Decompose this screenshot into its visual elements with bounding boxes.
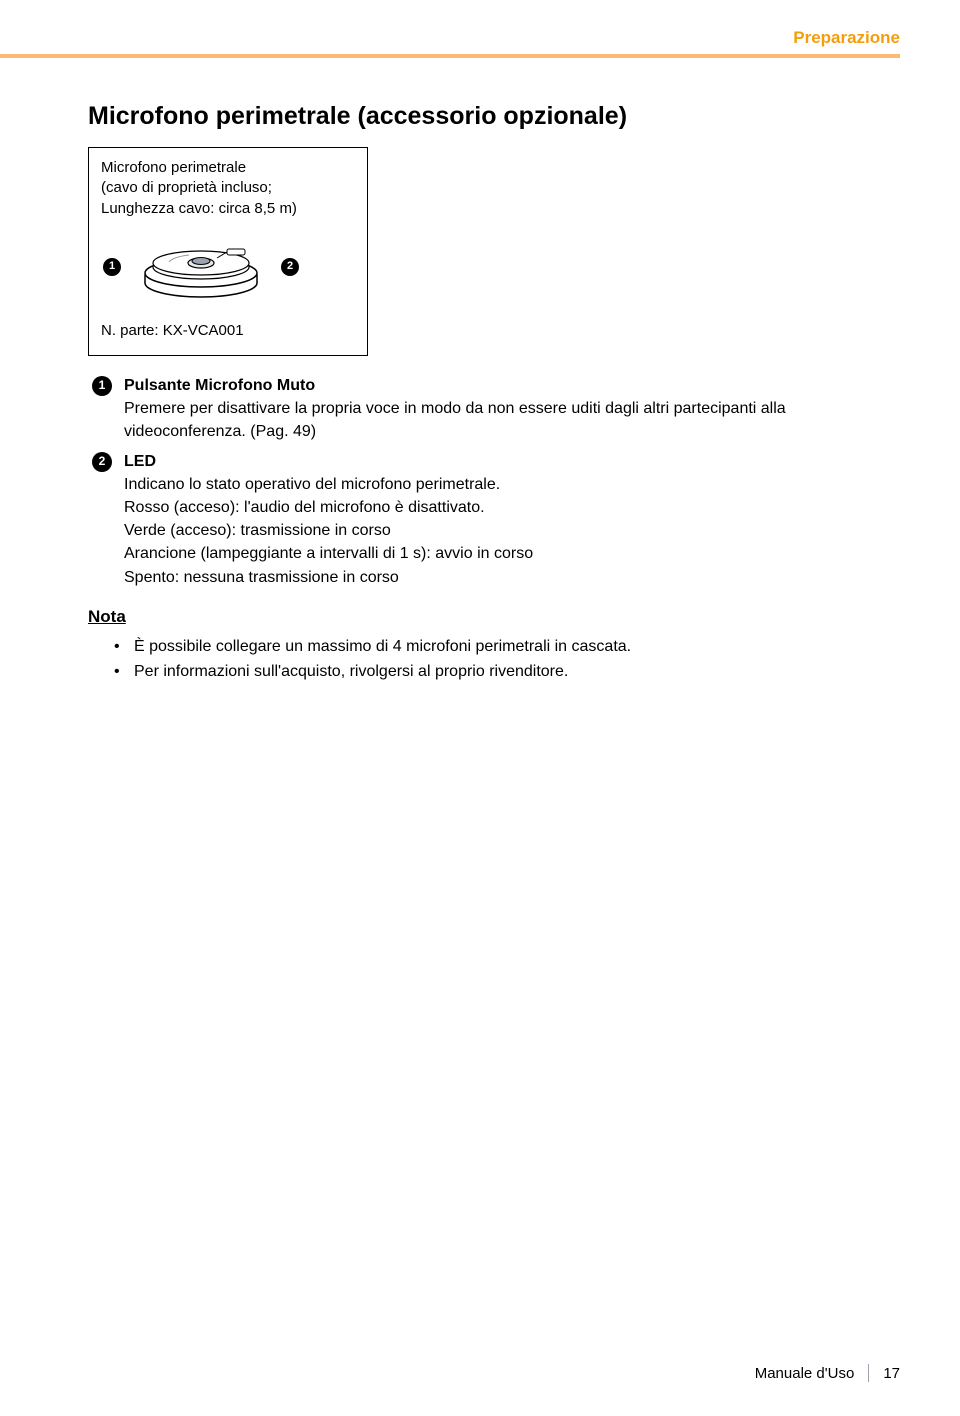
microphone-icon [131,227,271,307]
definition-badge: 1 [92,376,112,396]
definition-item: 1 Pulsante Microfono Muto Premere per di… [92,374,900,444]
part-number: N. parte: KX-VCA001 [101,321,355,341]
note-item: Per informazioni sull'acquisto, rivolger… [134,660,900,683]
accent-line [88,54,900,58]
definition-text: Rosso (acceso): l'audio del microfono è … [124,496,900,519]
definition-text: Spento: nessuna trasmissione in corso [124,566,900,589]
note-heading: Nota [88,607,900,627]
page-footer: Manuale d'Uso 17 [755,1364,900,1382]
definition-title: LED [124,450,900,473]
product-caption-line: (cavo di proprietà incluso; [101,178,355,198]
note-list: È possibile collegare un massimo di 4 mi… [88,635,900,683]
definition-title: Pulsante Microfono Muto [124,374,900,397]
callout-badge-1: 1 [103,258,121,276]
definition-list: 1 Pulsante Microfono Muto Premere per di… [92,374,900,589]
footer-page-number: 17 [883,1365,900,1382]
definition-item: 2 LED Indicano lo stato operativo del mi… [92,450,900,589]
footer-doc-title: Manuale d'Uso [755,1365,855,1382]
definition-text: Premere per disattivare la propria voce … [124,397,900,420]
definition-badge: 2 [92,452,112,472]
note-item: È possibile collegare un massimo di 4 mi… [134,635,900,658]
product-caption-line: Lunghezza cavo: circa 8,5 m) [101,199,355,219]
product-caption-line: Microfono perimetrale [101,158,355,178]
section-title: Microfono perimetrale (accessorio opzion… [88,102,900,131]
definition-text: videoconferenza. (Pag. 49) [124,420,900,443]
definition-text: Indicano lo stato operativo del microfon… [124,473,900,496]
definition-text: Arancione (lampeggiante a intervalli di … [124,542,900,565]
definition-text: Verde (acceso): trasmissione in corso [124,519,900,542]
product-box: Microfono perimetrale (cavo di proprietà… [88,147,368,356]
page-category: Preparazione [88,28,900,48]
product-illustration: 1 2 [103,227,355,307]
footer-separator [868,1364,869,1382]
callout-badge-2: 2 [281,258,299,276]
